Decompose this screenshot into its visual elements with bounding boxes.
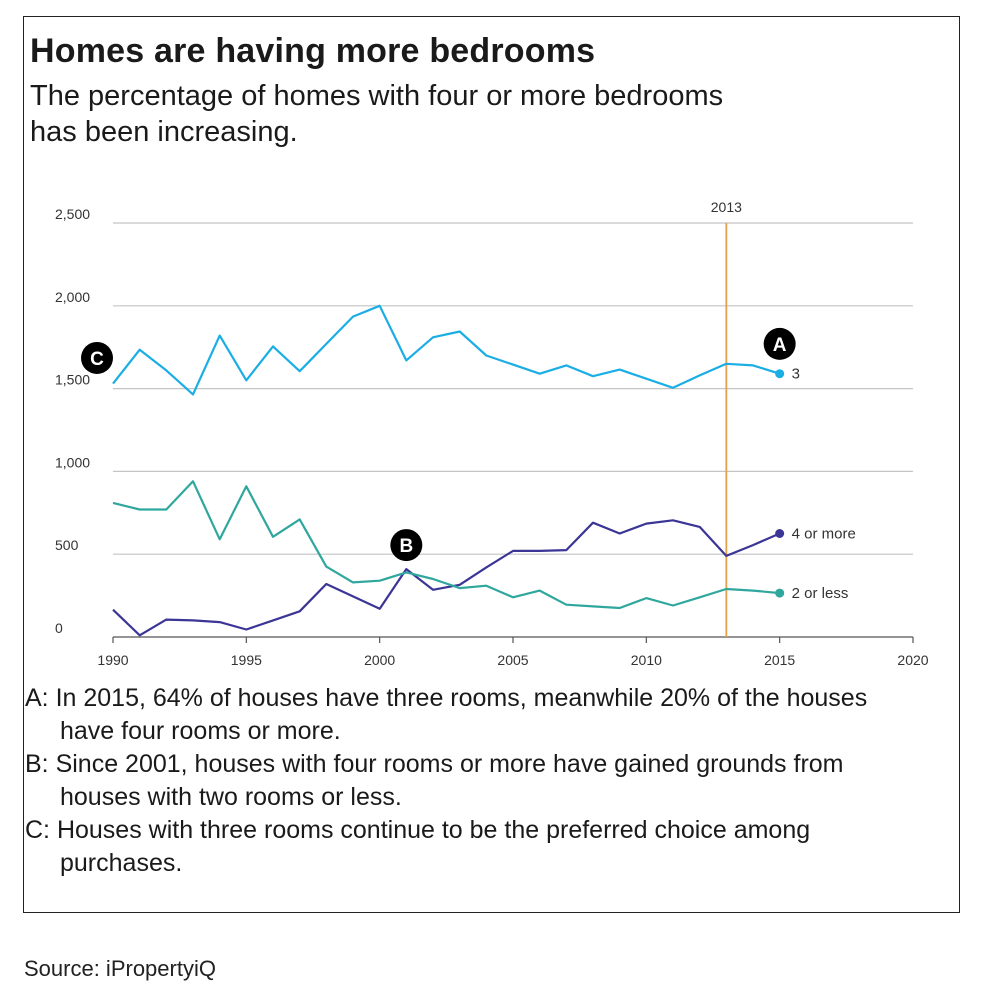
series-line bbox=[112, 304, 781, 396]
annotation-badge-c bbox=[81, 341, 113, 374]
y-tick-label: 0 bbox=[55, 620, 63, 636]
chart-title: Homes are having more bedrooms bbox=[30, 32, 596, 70]
annotation-badge-b bbox=[390, 529, 423, 562]
y-tick-label: 1,000 bbox=[55, 454, 90, 470]
series-end-label: 3 bbox=[792, 366, 800, 383]
series-end-point bbox=[775, 588, 785, 598]
annotation-notes: A: In 2015, 64% of houses have three roo… bbox=[25, 682, 925, 880]
x-tick-label: 1990 bbox=[97, 652, 128, 668]
chart-frame bbox=[23, 16, 960, 913]
x-tick-label: 2010 bbox=[631, 652, 662, 668]
x-tick-label: 2020 bbox=[897, 652, 928, 668]
x-tick-label: 2005 bbox=[497, 652, 528, 668]
annotation-badge-label: A bbox=[773, 335, 787, 356]
series-line bbox=[112, 519, 781, 637]
series-end-label: 4 or more bbox=[792, 526, 856, 543]
reference-line-label: 2013 bbox=[711, 199, 742, 215]
series-line bbox=[112, 480, 780, 610]
annotation-badge-label: B bbox=[399, 536, 413, 557]
chart-subtitle: The percentage of homes with four or mor… bbox=[30, 80, 724, 148]
series-end-point bbox=[775, 529, 785, 538]
series-end-label: 2 or less bbox=[792, 585, 849, 602]
annotation-badge-label: C bbox=[90, 349, 104, 370]
series-end-point bbox=[775, 369, 785, 379]
note-a: A: In 2015, 64% of houses have three roo… bbox=[25, 684, 868, 745]
source-text: Source: iPropertyiQ bbox=[24, 956, 216, 981]
note-c: C: Houses with three rooms continue to b… bbox=[25, 816, 811, 877]
y-tick-label: 1,500 bbox=[55, 372, 90, 388]
y-tick-label: 500 bbox=[55, 537, 79, 553]
x-tick-label: 2015 bbox=[764, 652, 795, 668]
line-chart: 0 500 1,000 1,500 2,000 2,500 1990 1995 2000 2005… bbox=[55, 199, 929, 668]
y-tick-label: 2,000 bbox=[55, 289, 90, 305]
note-b: B: Since 2001, houses with four rooms or… bbox=[25, 750, 844, 811]
x-tick-label: 1995 bbox=[231, 652, 262, 668]
annotation-badge-a bbox=[763, 327, 796, 360]
y-tick-label: 2,500 bbox=[55, 206, 90, 222]
x-tick-label: 2000 bbox=[364, 652, 395, 668]
